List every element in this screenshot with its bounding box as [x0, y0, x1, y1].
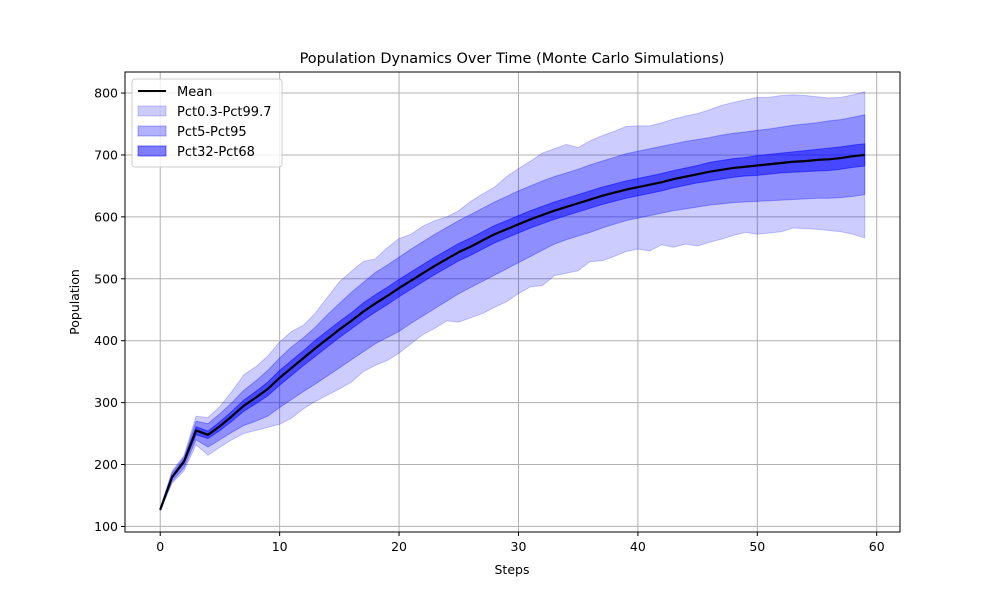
legend-swatch-pct5: [137, 125, 167, 137]
band-pct32-pct68: [159, 143, 866, 510]
x-tick-label: 0: [156, 539, 164, 554]
legend-frame: [131, 78, 283, 168]
grid-lines: [125, 72, 900, 532]
x-tick-label: 10: [272, 539, 288, 554]
legend-swatch-pct32: [137, 145, 167, 157]
legend-label-mean: Mean: [177, 85, 212, 100]
y-tick-label: 400: [94, 333, 118, 348]
x-tick-label: 20: [391, 539, 407, 554]
legend: Mean Pct0.3-Pct99.7 Pct5-Pct95 Pct32-Pct…: [131, 78, 283, 168]
chart-title: Population Dynamics Over Time (Monte Car…: [300, 51, 725, 67]
x-axis-label: Steps: [495, 562, 530, 577]
x-tick-label: 40: [630, 539, 646, 554]
mean-line: [159, 153, 865, 511]
y-axis-ticks: 100 200 300 400 500 600 700 800: [94, 86, 125, 534]
legend-label-pct0-3: Pct0.3-Pct99.7: [177, 105, 271, 120]
y-tick-label: 800: [94, 86, 118, 101]
y-tick-label: 500: [94, 271, 118, 286]
mean-series: [159, 153, 865, 511]
x-tick-label: 60: [869, 539, 885, 554]
x-tick-label: 30: [511, 539, 527, 554]
y-tick-label: 700: [94, 147, 118, 162]
legend-label-pct32: Pct32-Pct68: [177, 145, 255, 160]
legend-swatch-pct0-3: [137, 105, 167, 117]
y-tick-label: 200: [94, 457, 118, 472]
band-pct0-3-pct99-7: [159, 91, 866, 512]
y-tick-label: 300: [94, 395, 118, 410]
x-tick-label: 50: [749, 539, 765, 554]
percentile-bands: [159, 91, 866, 512]
y-axis-label: Population: [67, 269, 82, 335]
legend-label-pct5: Pct5-Pct95: [177, 125, 247, 140]
y-tick-label: 100: [94, 519, 118, 534]
plot-frame: [124, 71, 901, 533]
x-axis-ticks: 0 10 20 30 40 50 60: [156, 532, 885, 554]
y-tick-label: 600: [94, 209, 118, 224]
